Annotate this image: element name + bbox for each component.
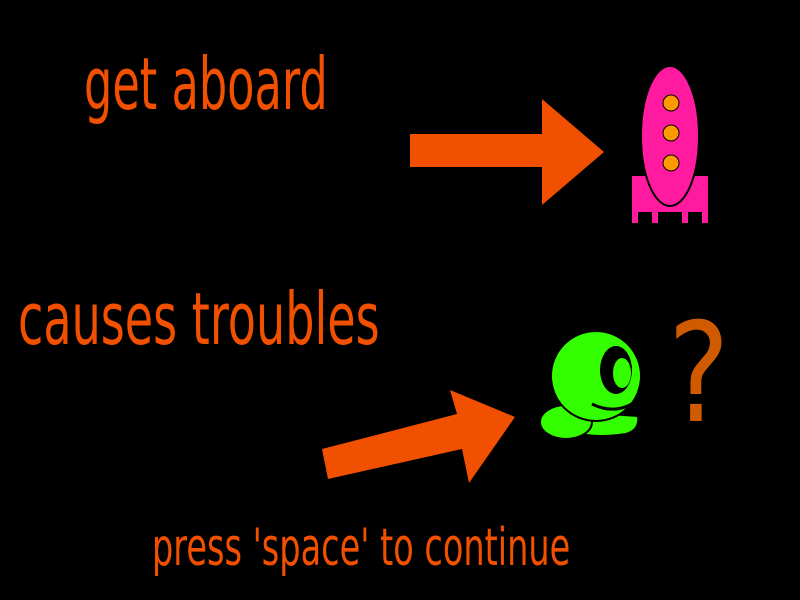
alien-blob-icon bbox=[539, 330, 642, 440]
rocket-window bbox=[662, 124, 680, 142]
get-aboard-text: get aboard bbox=[84, 42, 328, 126]
causes-troubles-text: causes troubles bbox=[18, 277, 380, 361]
rocket-window bbox=[662, 94, 680, 112]
arrow-to-alien-icon bbox=[322, 390, 515, 483]
arrow-to-rocket-icon bbox=[410, 99, 604, 205]
press-space-prompt: press 'space' to continue bbox=[152, 518, 571, 578]
rocket-window bbox=[662, 154, 680, 172]
question-mark-text: ? bbox=[668, 293, 730, 454]
rocket-icon bbox=[632, 65, 708, 226]
arrow-shape bbox=[322, 390, 515, 483]
arrow-shape bbox=[410, 99, 604, 205]
